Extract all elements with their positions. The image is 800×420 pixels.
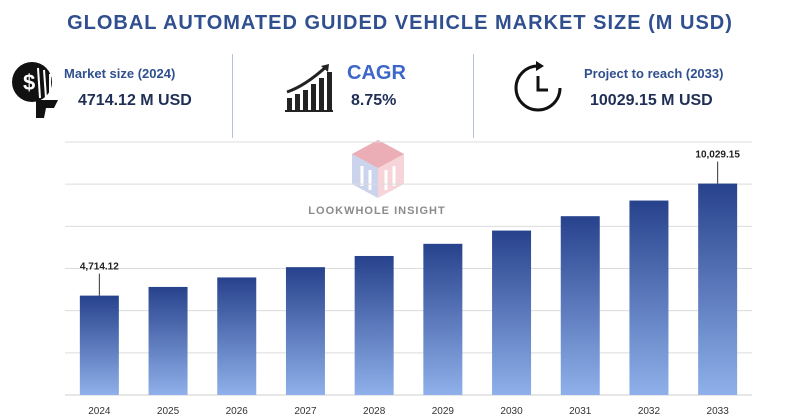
kpi-market-size: $ Market size (2024) 4714.12 M USD <box>0 52 232 140</box>
lookwhole-logo-icon <box>352 140 404 198</box>
bar-2033 <box>698 183 738 395</box>
bar-2028 <box>354 255 394 395</box>
x-tick-label: 2033 <box>707 406 730 417</box>
bar-chart: 2024 4,714.12 2025 2026 2027 2028 2029 2030 2031… <box>65 140 752 417</box>
x-tick-label: 2028 <box>363 406 386 417</box>
kpi-divider <box>232 54 233 138</box>
bar-2027 <box>285 267 325 395</box>
market-size-value: 4714.12 M USD <box>78 92 192 109</box>
x-tick-label: 2026 <box>226 406 249 417</box>
chart-title: GLOBAL AUTOMATED GUIDED VEHICLE MARKET S… <box>67 12 733 34</box>
x-tick-label: 2025 <box>157 406 180 417</box>
data-label-2024: 4,714.12 <box>80 262 119 273</box>
market-size-label: Market size (2024) <box>64 66 176 81</box>
watermark-text: LOOKWHOLE INSIGHT <box>308 205 446 217</box>
bar-2025 <box>148 286 188 395</box>
x-tick-label: 2024 <box>88 406 111 417</box>
cagr-value: 8.75% <box>351 92 397 109</box>
x-tick-label: 2032 <box>638 406 661 417</box>
x-tick-label: 2027 <box>294 406 317 417</box>
projection-value: 10029.15 M USD <box>590 92 713 109</box>
svg-text:$: $ <box>23 70 35 95</box>
kpi-row: $ Market size (2024) 4714.12 M USD CAGR … <box>0 52 800 140</box>
bar-2024 <box>79 295 119 395</box>
cagr-label: CAGR <box>347 62 406 84</box>
x-tick-label: 2029 <box>432 406 455 417</box>
kpi-projection: Project to reach (2033) 10029.15 M USD <box>474 52 800 140</box>
kpi-divider <box>473 54 474 138</box>
bar-2029 <box>423 243 463 395</box>
bar-2030 <box>492 230 532 395</box>
x-tick-label: 2031 <box>569 406 592 417</box>
data-label-2033: 10,029.15 <box>695 150 740 161</box>
kpi-cagr: CAGR 8.75% <box>233 52 473 140</box>
projection-label: Project to reach (2033) <box>584 66 724 81</box>
bar-2026 <box>217 277 257 395</box>
growth-chart-icon <box>285 64 333 112</box>
bar-2032 <box>629 200 669 395</box>
bar-2031 <box>560 216 600 395</box>
money-hand-icon: $ <box>12 62 58 118</box>
x-tick-label: 2030 <box>500 406 523 417</box>
clock-arrow-icon <box>514 61 562 112</box>
